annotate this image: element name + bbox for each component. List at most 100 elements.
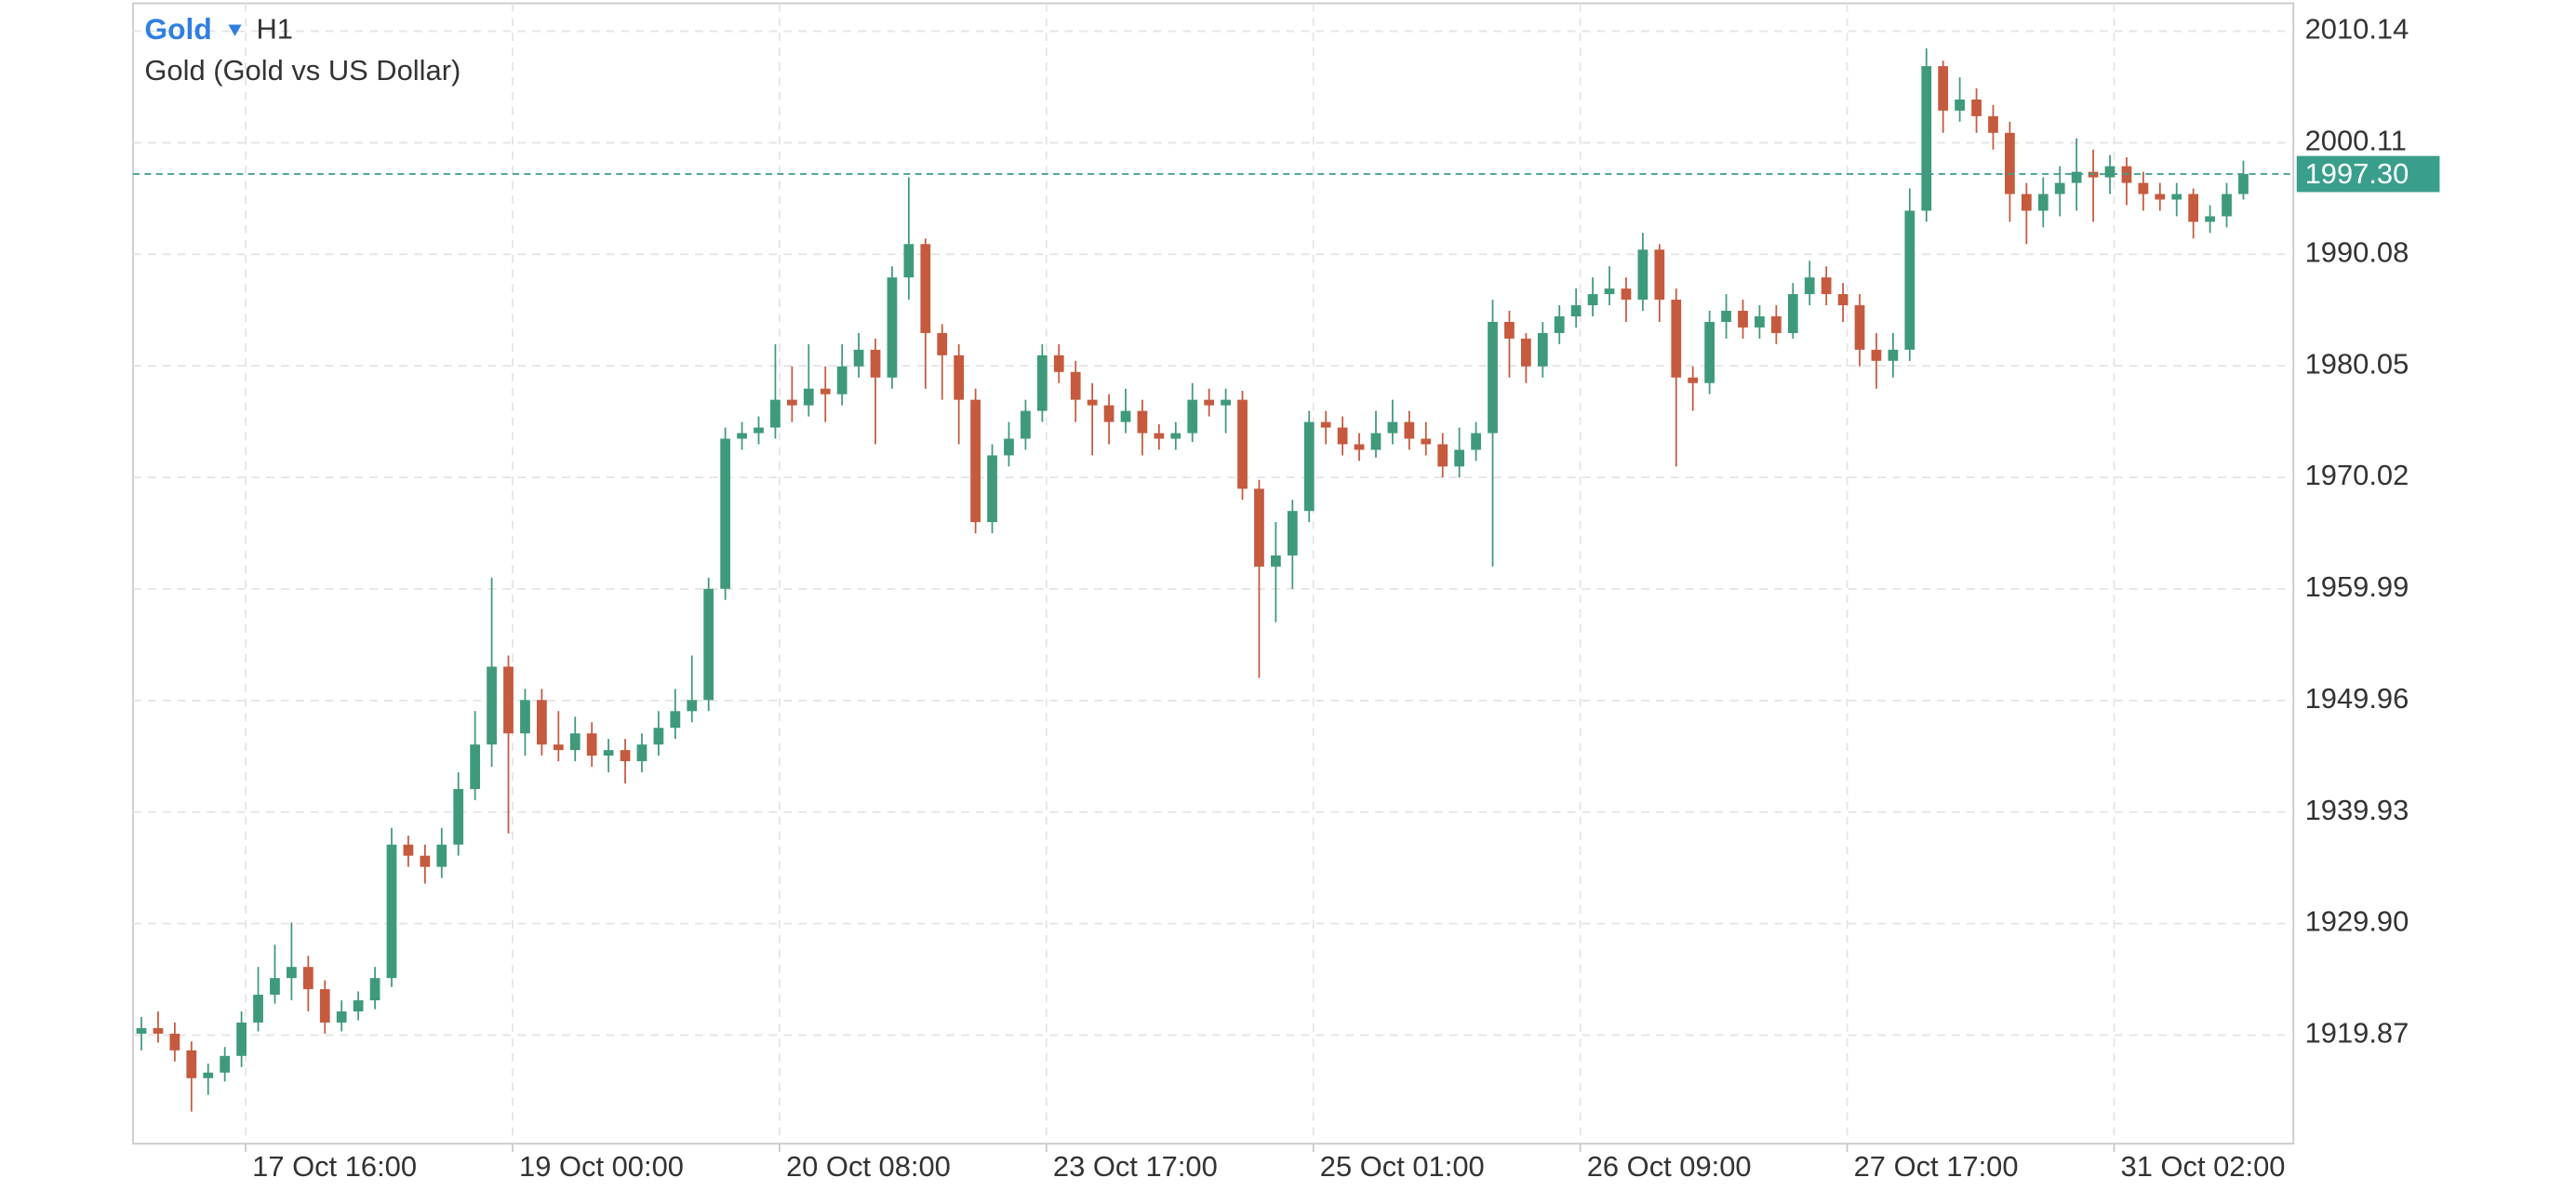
candle-body: [1036, 355, 1048, 411]
x-tick-label: 23 Oct 17:00: [1053, 1150, 1218, 1183]
x-tick-label: 25 Oct 01:00: [1320, 1150, 1485, 1183]
candle-body: [1221, 399, 1231, 406]
candle-body: [1837, 294, 1849, 306]
candle-body: [1053, 355, 1064, 372]
candle-body: [2005, 132, 2015, 194]
candle-body: [786, 399, 797, 406]
candle-body: [1587, 294, 1598, 306]
candle-body: [136, 1027, 147, 1034]
candle-body: [703, 588, 714, 701]
candle-body: [1204, 399, 1215, 406]
symbol[interactable]: Gold: [144, 12, 211, 46]
candle-body: [1755, 316, 1765, 328]
candle-body: [1604, 288, 1615, 295]
candle-body: [836, 366, 848, 395]
candle-body: [1804, 277, 1815, 295]
candle-body: [2205, 216, 2215, 222]
candle-body: [1637, 249, 1648, 301]
candle-body: [1004, 438, 1014, 456]
x-tick-label: 20 Oct 08:00: [786, 1150, 951, 1183]
candle-body: [1303, 422, 1315, 512]
candle-body: [302, 967, 314, 990]
y-tick-label: 1939.93: [2305, 794, 2409, 826]
candle-body: [2138, 182, 2149, 194]
x-tick-label: 17 Oct 16:00: [252, 1150, 417, 1183]
candle-body: [487, 666, 497, 745]
candle-body: [1320, 422, 1331, 428]
candle-body: [1120, 410, 1131, 422]
x-tick-label: 26 Oct 09:00: [1587, 1150, 1752, 1183]
candle-body: [1370, 433, 1381, 450]
y-tick-label: 1959.99: [2305, 570, 2409, 603]
candle-body: [336, 1011, 347, 1023]
candle-body: [1787, 294, 1798, 333]
candle-body: [1103, 405, 1114, 422]
candle-body: [287, 967, 297, 979]
candle-body: [1337, 427, 1348, 445]
candle-body: [353, 1000, 364, 1012]
candle-body: [2155, 194, 2166, 200]
candle-body: [653, 728, 664, 745]
candle-body: [1770, 316, 1782, 333]
candle-body: [1404, 422, 1415, 439]
candle-body: [503, 666, 514, 734]
candle-body: [987, 455, 997, 523]
candle-body: [1454, 449, 1465, 467]
candle-body: [1154, 433, 1165, 439]
timeframe: H1: [256, 13, 293, 46]
candle-body: [453, 788, 464, 845]
symbol-dropdown-icon[interactable]: [228, 24, 242, 36]
candle-body: [319, 989, 330, 1023]
candle-body: [1570, 305, 1582, 317]
candle-body: [2021, 194, 2032, 211]
candle-body: [636, 744, 647, 762]
y-tick-label: 1949.96: [2305, 682, 2409, 715]
candle-body: [1254, 488, 1264, 567]
candle-body: [1721, 311, 1731, 322]
candle-body: [403, 844, 414, 856]
candle-body: [1938, 66, 1949, 111]
candle-body: [1688, 377, 1699, 383]
candle-body: [803, 388, 814, 406]
candle-body: [1704, 321, 1715, 383]
candle-body: [1921, 66, 1932, 211]
candle-body: [1904, 210, 1915, 350]
candle-body: [1471, 433, 1481, 450]
candle-body: [887, 277, 898, 378]
candle-body: [186, 1050, 197, 1078]
candle-body: [853, 349, 864, 367]
candle-body: [2054, 182, 2065, 194]
candle-body: [220, 1055, 231, 1073]
candle-body: [386, 844, 397, 979]
candle-body: [1421, 438, 1432, 445]
candle-body: [1955, 99, 1965, 111]
y-tick-label: 1980.05: [2305, 347, 2409, 380]
candle-body: [920, 244, 931, 333]
x-tick-label: 19 Oct 00:00: [519, 1150, 684, 1183]
candle-body: [1537, 332, 1548, 367]
candle-body: [1087, 399, 1098, 406]
candle-body: [586, 733, 597, 756]
candle-body: [720, 438, 731, 589]
plot-frame: [132, 2, 2295, 1145]
candle-body: [1354, 444, 1365, 450]
chart-title: Gold (Gold vs US Dollar): [144, 54, 460, 87]
x-tick-label: 31 Oct 02:00: [2121, 1150, 2286, 1183]
candle-body: [2222, 194, 2232, 217]
candle-body: [420, 855, 431, 867]
candle-body: [236, 1022, 247, 1056]
candle-body: [1821, 277, 1832, 295]
candle-body: [1271, 555, 1281, 567]
candle-body: [603, 750, 614, 756]
last-price-badge: [2296, 155, 2440, 193]
candle-body: [1971, 99, 1982, 116]
candle-body: [436, 844, 447, 867]
last-price-label: 1997.30: [2305, 157, 2409, 190]
candle-body: [520, 700, 530, 734]
candle-body: [1070, 371, 1081, 400]
candle-body: [2037, 194, 2049, 211]
candle-body: [1888, 349, 1899, 361]
candle-body: [153, 1027, 164, 1034]
candle-body: [1437, 444, 1448, 467]
overlay: 1997.30: [133, 155, 2440, 193]
